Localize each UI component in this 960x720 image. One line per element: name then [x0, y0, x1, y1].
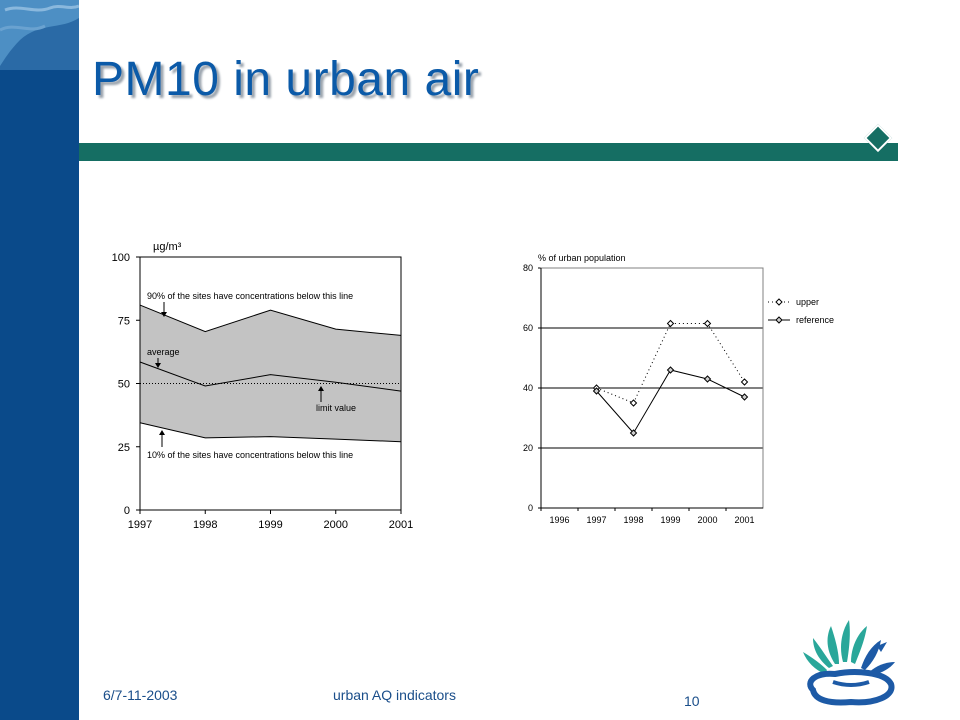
- c2-y-tick-label: 40: [523, 383, 533, 393]
- c2-x-tick-label: 2000: [697, 515, 717, 525]
- c1-lower-arrowhead: [159, 430, 165, 435]
- c1-y-tick-label: 75: [118, 315, 130, 327]
- c1-unit-label: µg/m³: [153, 241, 182, 253]
- c1-average-annotation: average: [147, 347, 180, 357]
- c2-y-tick-label: 0: [528, 503, 533, 513]
- c2-ylabel: % of urban population: [538, 253, 626, 263]
- c2-y-tick-label: 60: [523, 323, 533, 333]
- c2-point-upper: [666, 319, 675, 328]
- c1-y-tick-label: 50: [118, 379, 130, 391]
- footer-title: urban AQ indicators: [333, 687, 456, 703]
- corner-decoration: [0, 0, 79, 70]
- c2-y-tick-label: 20: [523, 443, 533, 453]
- c2-x-tick-label: 1997: [586, 515, 606, 525]
- c1-average-arrowhead: [155, 363, 161, 368]
- c1-limit-annotation: limit value: [316, 403, 356, 413]
- footer-date: 6/7-11-2003: [103, 687, 178, 703]
- c1-average-line: [139, 361, 402, 392]
- c1-y-tick-label: 100: [112, 252, 130, 264]
- c2-x-tick-label: 1998: [623, 515, 643, 525]
- page-number: 10: [684, 693, 700, 709]
- c1-x-tick-label: 1997: [128, 519, 152, 531]
- c1-limit-arrowhead: [318, 386, 324, 391]
- c2-x-tick-label: 2001: [734, 515, 754, 525]
- c1-x-tick-label: 2001: [389, 519, 413, 531]
- c2-point-reference: [592, 387, 601, 395]
- c2-legend-marker-reference: [775, 316, 783, 324]
- organization-logo: [795, 612, 905, 712]
- c2-point-upper: [740, 378, 749, 386]
- c1-upper-arrowhead: [161, 312, 167, 317]
- c1-range-band: [140, 305, 401, 442]
- c2-point-reference: [629, 429, 638, 437]
- c1-lower-annotation: 10% of the sites have concentrations bel…: [147, 450, 353, 460]
- c1-upper-line: [139, 304, 402, 336]
- c2-point-reference: [703, 375, 712, 383]
- c1-x-tick-label: 1998: [193, 519, 217, 531]
- c2-x-tick-label: 1999: [660, 515, 680, 525]
- c1-y-tick-label: 0: [124, 505, 130, 517]
- c2-legend-label-reference: reference: [796, 315, 834, 325]
- c1-x-tick-label: 2000: [324, 519, 348, 531]
- c1-lower-line: [139, 422, 402, 443]
- c1-y-tick-label: 25: [118, 442, 130, 454]
- c2-series-line-reference: [596, 369, 745, 434]
- c2-legend-marker-upper: [775, 298, 783, 306]
- c2-x-tick-label: 1996: [549, 515, 569, 525]
- c2-series-line-upper: [596, 323, 745, 404]
- population-exposure-chart: 0 20 40 60 80 1996 1997 1998 1999 2000 2001 upper re…: [523, 253, 834, 525]
- c1-upper-annotation: 90% of the sites have concentrations bel…: [147, 291, 353, 301]
- pm10-concentration-chart: 0 25 50 75 100 1997 1998 1999 2000 2001 µg/m³ 90%…: [112, 241, 414, 531]
- c2-point-upper: [629, 399, 638, 407]
- c2-legend-label-upper: upper: [796, 297, 819, 307]
- c1-x-tick-label: 1999: [258, 519, 282, 531]
- c2-point-reference: [740, 393, 749, 401]
- slide-title: PM10 in urban air: [92, 53, 480, 106]
- c2-y-tick-label: 80: [523, 263, 533, 273]
- c2-point-upper: [703, 319, 712, 328]
- c2-point-reference: [666, 366, 675, 374]
- left-sidebar-band: [0, 0, 79, 720]
- title-underline-bar: [79, 143, 898, 161]
